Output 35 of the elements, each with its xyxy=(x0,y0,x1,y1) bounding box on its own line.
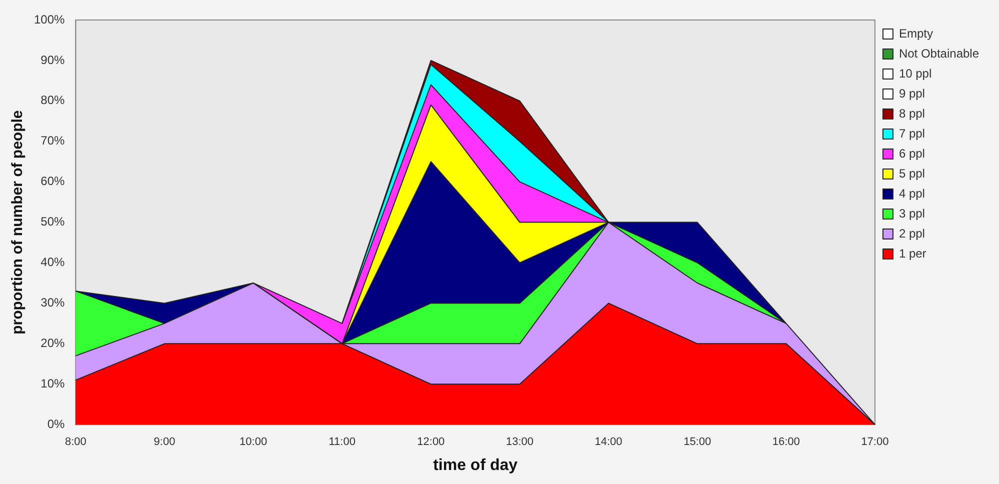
y-tick-label: 10% xyxy=(40,376,66,390)
y-tick-label: 80% xyxy=(40,93,66,108)
x-tick-label: 11:00 xyxy=(328,436,356,448)
y-tick-label: 50% xyxy=(40,214,66,229)
y-axis-title: proportion of number of people xyxy=(9,110,26,334)
legend-label: 6 ppl xyxy=(898,146,925,160)
x-tick-label: 9:00 xyxy=(154,436,176,448)
x-tick-label: 10:00 xyxy=(240,436,268,448)
x-tick-label: 15:00 xyxy=(684,436,712,448)
x-tick-label: 16:00 xyxy=(772,436,800,448)
y-tick-label: 60% xyxy=(40,174,66,188)
y-tick-label: 70% xyxy=(40,134,66,148)
legend-label: 4 ppl xyxy=(898,186,925,200)
legend-label: Empty xyxy=(898,26,933,40)
legend-label: 3 ppl xyxy=(898,206,925,220)
y-tick-label: 0% xyxy=(47,416,66,431)
legend-label: 7 ppl xyxy=(898,126,925,140)
y-tick-label: 20% xyxy=(40,336,66,350)
legend-label: Not Obtainable xyxy=(898,46,980,60)
legend-label: 10 ppl xyxy=(898,66,932,80)
x-tick-label: 17:00 xyxy=(861,436,889,448)
y-tick-label: 30% xyxy=(40,296,66,310)
y-tick-label: 90% xyxy=(40,52,66,67)
x-axis-title: time of day xyxy=(433,456,518,474)
x-tick-label: 13:00 xyxy=(506,436,534,448)
x-tick-label: 8:00 xyxy=(64,436,86,448)
legend-label: 8 ppl xyxy=(898,106,925,120)
legend-label: 1 per xyxy=(898,246,926,260)
legend-label: 2 ppl xyxy=(898,226,925,240)
x-tick-label: 12:00 xyxy=(417,436,445,448)
y-tick-label: 100% xyxy=(34,12,66,26)
legend-label: 9 ppl xyxy=(898,86,925,100)
y-tick-label: 40% xyxy=(40,255,66,270)
x-tick-label: 14:00 xyxy=(594,436,622,448)
legend-label: 5 ppl xyxy=(898,166,925,180)
